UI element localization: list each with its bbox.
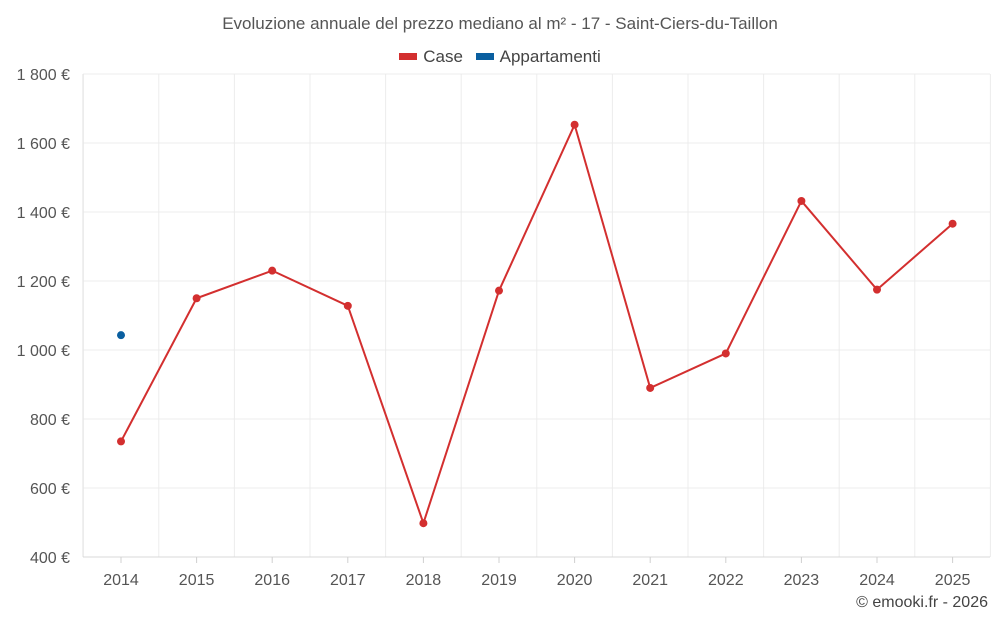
y-tick-label: 1 200 € [17,274,70,291]
x-tick-label: 2018 [406,572,442,589]
data-point-case [721,349,730,358]
y-tick-label: 1 800 € [17,67,70,84]
data-point-case [192,294,201,303]
legend-swatch-appartamenti [475,53,494,60]
legend-label-appartamenti: Appartamenti [499,46,601,66]
data-point-case [495,286,503,295]
x-tick-label: 2021 [632,572,668,589]
y-tick-label: 600 € [30,481,70,498]
legend: Case Appartamenti [0,45,1000,67]
x-tick-label: 2020 [557,572,593,589]
x-tick-label: 2025 [935,572,971,589]
x-tick-label: 2014 [103,572,139,589]
x-tick-label: 2016 [254,572,290,589]
legend-swatch-case [399,53,418,60]
legend-item-case[interactable]: Case [399,47,463,67]
x-tick-label: 2017 [330,572,366,589]
series-line-case [120,123,954,525]
y-tick-label: 1 000 € [17,343,70,360]
data-point-case [570,120,579,129]
legend-item-appartamenti[interactable]: Appartamenti [475,46,601,67]
credit-text: © emooki.fr - 2026 [856,594,988,611]
data-point-appartamenti [117,331,125,340]
y-tick-label: 800 € [30,412,70,429]
data-point-case [797,196,806,205]
x-tick-label: 2015 [179,572,215,589]
x-tick-label: 2022 [708,572,744,589]
x-tick-label: 2023 [784,572,820,589]
y-tick-label: 1 400 € [17,205,70,222]
data-point-case [117,437,125,446]
x-tick-label: 2019 [481,572,517,589]
data-point-case [646,383,655,392]
chart-title: Evoluzione annuale del prezzo mediano al… [222,14,778,33]
data-point-case [948,219,957,228]
y-tick-label: 1 600 € [17,136,70,153]
data-point-case [873,285,881,294]
y-tick-label: 400 € [30,550,70,567]
data-point-case [343,301,352,310]
data-point-case [419,519,428,528]
data-point-case [268,266,277,275]
legend-label-case: Case [423,46,463,66]
x-tick-label: 2024 [859,572,895,589]
